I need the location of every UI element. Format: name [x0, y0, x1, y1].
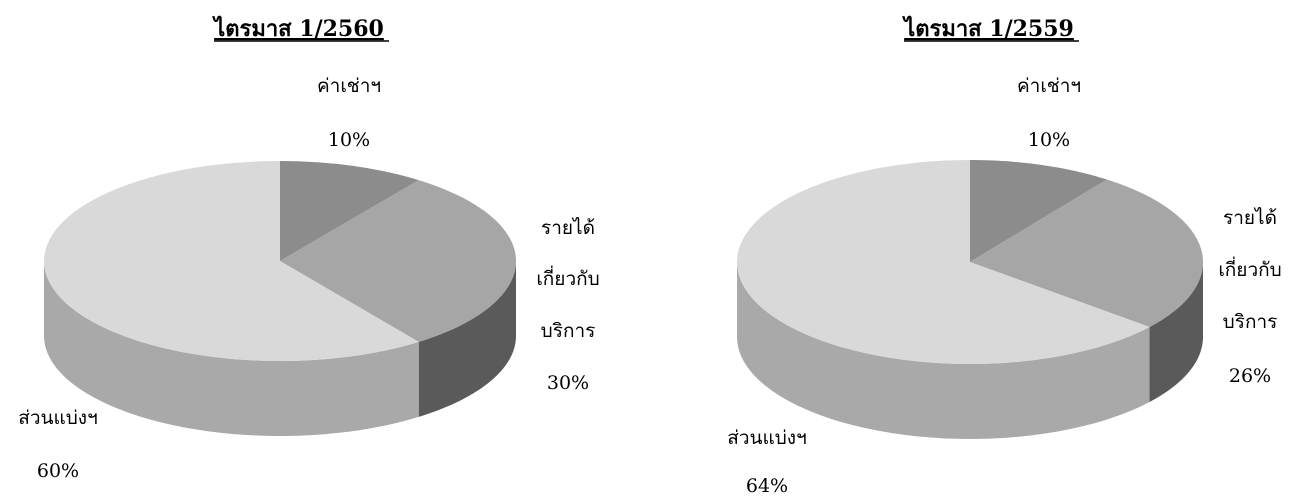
slice-value-label: 26%: [1229, 365, 1271, 387]
pie-slices-2560: [43, 161, 516, 436]
pie-slices-2559: [737, 160, 1204, 439]
slice-label-text: เกี่ยวกับ: [1218, 256, 1281, 281]
slice-label-text: เกี่ยวกับ: [536, 265, 599, 290]
slice-side-2: [44, 261, 419, 436]
slice-label-text: รายได้: [541, 217, 595, 239]
slice-label-rental: ค่าเช่าฯ 10%: [1017, 75, 1081, 151]
slice-value-label: 10%: [1028, 129, 1070, 151]
pie-chart-2559: ไตรมาส 1/2559 ค่าเช่าฯ 10% รายได้ เกี่ยว…: [727, 15, 1281, 497]
slice-value-label: 60%: [37, 460, 79, 482]
slice-label-share: ส่วนแบ่งฯ 64%: [727, 427, 807, 497]
slice-label-text: ค่าเช่าฯ: [1017, 75, 1081, 97]
pie-slice-0: [280, 161, 419, 261]
pie-slice-0: [970, 160, 1107, 262]
slice-label-service: รายได้ เกี่ยวกับ บริการ 26%: [1218, 207, 1281, 387]
slice-label-service: รายได้ เกี่ยวกับ บริการ 30%: [536, 217, 599, 394]
slice-side-1: [418, 261, 516, 417]
slice-label-share: ส่วนแบ่งฯ 60%: [18, 407, 98, 482]
slice-label-text: บริการ: [1223, 311, 1278, 333]
pie-chart-2560: ไตรมาส 1/2560 ค่าเช่าฯ 10% รายได้ เกี่ยว…: [18, 15, 599, 482]
slice-label-rental: ค่าเช่าฯ 10%: [317, 75, 381, 151]
pie-slice-2: [737, 160, 1150, 364]
chart-title-2560: ไตรมาส 1/2560: [212, 15, 384, 42]
slice-label-text: รายได้: [1223, 207, 1277, 229]
slice-label-text: ส่วนแบ่งฯ: [727, 427, 807, 449]
pie-slice-1: [280, 180, 516, 342]
chart-title-2559: ไตรมาส 1/2559: [902, 15, 1074, 42]
slice-value-label: 30%: [547, 372, 589, 394]
slice-label-text: บริการ: [541, 320, 596, 342]
slice-label-text: ค่าเช่าฯ: [317, 75, 381, 97]
slice-side-2: [737, 262, 1150, 439]
pie-slice-1: [970, 179, 1204, 328]
slice-side-1: [1149, 262, 1203, 403]
slice-value-label: 10%: [328, 129, 370, 151]
slice-label-text: ส่วนแบ่งฯ: [18, 407, 98, 429]
pie-slice-2: [43, 161, 419, 361]
slice-value-label: 64%: [746, 475, 788, 497]
